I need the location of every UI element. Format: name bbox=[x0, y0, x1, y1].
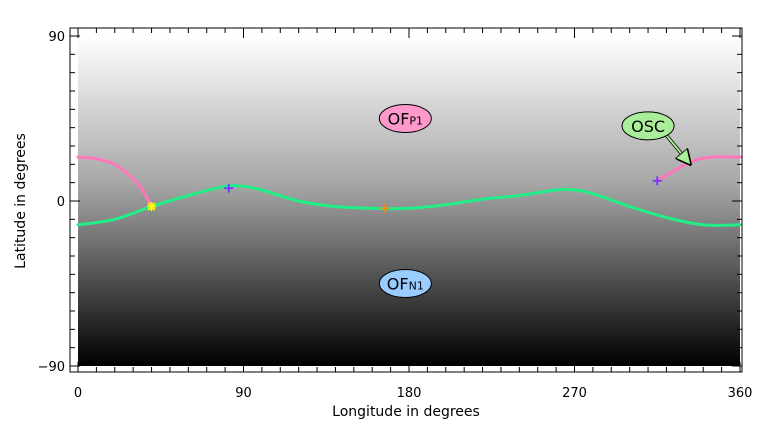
annotation-label-ofn1: OFN1 bbox=[387, 275, 424, 294]
annotation-main-text: OF bbox=[387, 275, 409, 294]
plot-background bbox=[78, 36, 740, 366]
y-tick-label: 90 bbox=[48, 30, 65, 45]
marker-plus-4 bbox=[652, 176, 662, 186]
x-tick-label: 90 bbox=[235, 386, 252, 401]
x-axis-title: Longitude in degrees bbox=[332, 404, 480, 420]
annotation-sub-text: N1 bbox=[409, 280, 424, 293]
y-tick-label: −90 bbox=[38, 360, 65, 375]
annotation-ellipse-ofn1 bbox=[378, 269, 432, 298]
x-tick-label: 270 bbox=[562, 386, 587, 401]
annotation-main-text: OSC bbox=[631, 117, 665, 136]
marker-plus-3 bbox=[380, 203, 390, 213]
plot-frame bbox=[69, 27, 743, 373]
annotation-label-ofp1: OFP1 bbox=[388, 110, 423, 129]
y-axis-title: Latitude in degrees bbox=[13, 133, 29, 269]
boundary-line-right bbox=[655, 155, 742, 183]
series-layer bbox=[76, 155, 742, 227]
x-tick-label: 0 bbox=[74, 386, 82, 401]
tick-layer: 0 90 180 270 360 −90 0 90 bbox=[38, 28, 753, 401]
marker-plus-2 bbox=[224, 183, 234, 193]
annotation-sub-text: P1 bbox=[409, 115, 423, 128]
x-tick-label: 360 bbox=[728, 386, 753, 401]
marker-stroke bbox=[147, 202, 156, 211]
annotation-ellipse-ofp1 bbox=[378, 104, 432, 133]
annotation-label-osc: OSC bbox=[631, 117, 665, 136]
annotation-arrow bbox=[665, 133, 691, 165]
annotation-main-text: OF bbox=[388, 110, 410, 129]
x-tick-label: 180 bbox=[397, 386, 422, 401]
boundary-line-left bbox=[76, 155, 154, 208]
annotation-ellipse-osc bbox=[621, 111, 675, 141]
marker-layer bbox=[147, 176, 662, 213]
y-tick-label: 0 bbox=[57, 195, 65, 210]
neutral-line bbox=[76, 183, 742, 227]
marker-asterisk-1 bbox=[147, 202, 157, 211]
